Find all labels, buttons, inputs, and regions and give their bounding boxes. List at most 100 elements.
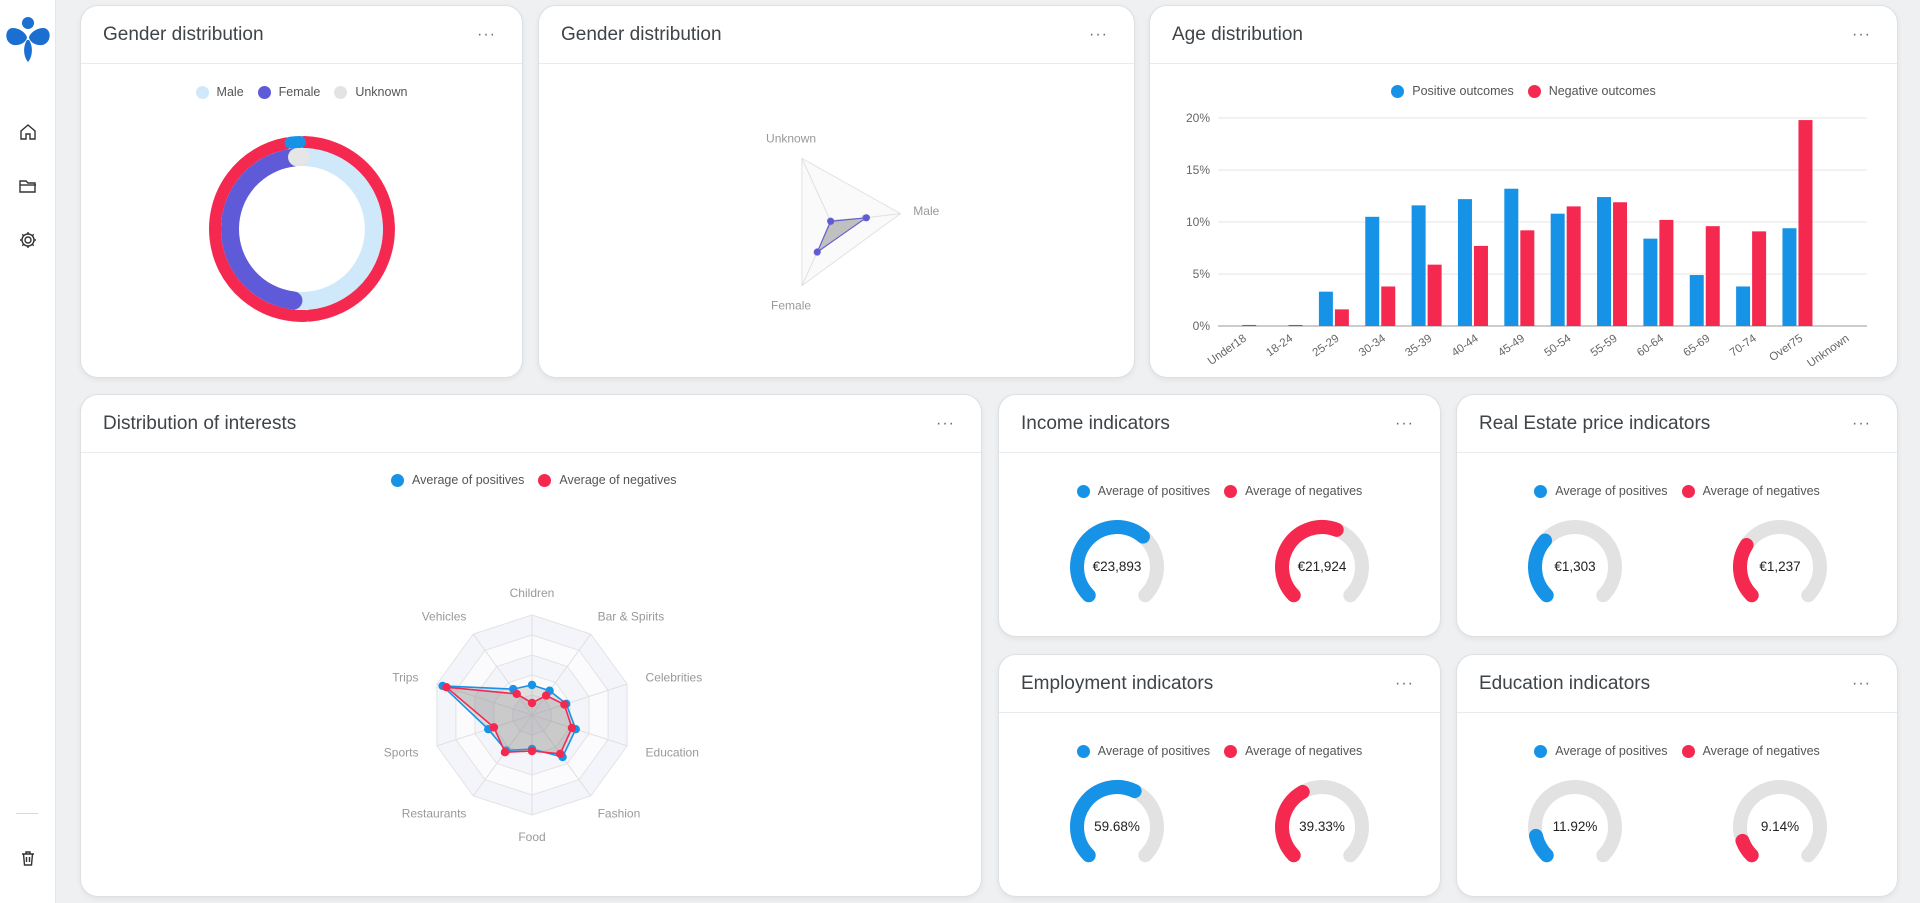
card-header: Real Estate price indicators ··· <box>1457 395 1897 453</box>
legend-label: Average of negatives <box>1702 484 1820 498</box>
radar-axis-label: Sports <box>384 746 419 760</box>
legend-item-positives[interactable]: Average of positives <box>1534 744 1668 758</box>
gauge-value: 11.92% <box>1552 819 1598 834</box>
legend-label: Average of positives <box>1097 744 1211 758</box>
radar-point <box>442 682 451 692</box>
legend-item-negative[interactable]: Negative outcomes <box>1527 84 1656 98</box>
interests-radar-chart: Children Bar & Spirits Celebrities Educatio… <box>384 586 702 844</box>
legend-item-unknown[interactable]: Unknown <box>334 85 407 99</box>
home-icon[interactable] <box>16 120 40 144</box>
radar-axis <box>472 633 533 716</box>
chart-legend: Average of positives Average of negative… <box>999 484 1440 498</box>
radar-point <box>527 698 537 708</box>
card-title: Real Estate price indicators <box>1479 412 1711 434</box>
gauge-value: €21,924 <box>1297 559 1347 574</box>
radar-point <box>827 217 835 225</box>
more-options-button[interactable]: ··· <box>1852 674 1871 692</box>
radar-axis-label: Vehicles <box>422 609 467 623</box>
education-card: Education indicators ··· Average of posi… <box>1456 654 1898 897</box>
bar-positive <box>1550 213 1565 326</box>
radar-point <box>541 691 551 700</box>
legend-label: Negative outcomes <box>1548 84 1656 98</box>
education-negatives-gauge <box>1733 780 1827 863</box>
legend-item-female[interactable]: Female <box>257 85 320 99</box>
legend-dot <box>195 85 209 99</box>
card-title: Gender distribution <box>103 23 264 45</box>
radar-axis <box>531 683 628 716</box>
legend-label: Male <box>216 85 244 99</box>
income-card: Income indicators ··· Average of positiv… <box>998 394 1441 637</box>
legend-item-negatives[interactable]: Average of negatives <box>1224 744 1362 758</box>
legend-label: Average of negatives <box>559 473 677 487</box>
x-tick-label: 45-49 <box>1496 333 1527 360</box>
more-options-button[interactable]: ··· <box>1852 25 1871 43</box>
bar-positive <box>1411 205 1426 326</box>
x-tick-label: 40-44 <box>1450 332 1481 359</box>
gauge-fill <box>1070 520 1150 603</box>
gender-donut-card: Gender distribution ··· Male Female Unkn… <box>80 5 523 378</box>
gauge-fill <box>1070 780 1142 863</box>
x-tick-label: 50-54 <box>1542 332 1573 359</box>
legend-item-positive[interactable]: Positive outcomes <box>1391 84 1514 98</box>
legend-dot <box>334 85 348 99</box>
gauge-value: €23,893 <box>1092 559 1142 574</box>
bar-negative <box>1473 245 1488 326</box>
gender-radar-card: Gender distribution ··· Male Unknown Femal… <box>538 5 1135 378</box>
x-tick-label: 55-59 <box>1589 333 1620 360</box>
y-tick-label: 5% <box>1193 267 1211 281</box>
card-header: Gender distribution ··· <box>81 6 522 64</box>
x-tick-label: 65-69 <box>1681 333 1712 360</box>
legend-item-negatives[interactable]: Average of negatives <box>1681 484 1820 498</box>
legend-item-negatives[interactable]: Average of negatives <box>1224 484 1362 498</box>
legend-label: Average of negatives <box>1245 744 1363 758</box>
radar-axis-label: Male <box>913 204 939 218</box>
card-header: Income indicators ··· <box>999 395 1440 453</box>
legend-item-negatives[interactable]: Average of negatives <box>538 473 677 487</box>
y-tick-label: 20% <box>1186 111 1210 125</box>
folder-icon[interactable] <box>16 174 40 198</box>
chart-legend: Average of positives Average of negative… <box>1457 484 1897 498</box>
age-bar-chart: 0% 5% 10% 15% 20% Under18 18-24 25-29 30-34 35-39… <box>1186 111 1867 370</box>
card-title: Distribution of interests <box>103 412 297 434</box>
income-negatives-gauge <box>1275 520 1369 603</box>
legend-dot <box>1681 744 1695 758</box>
legend-label: Unknown <box>355 85 408 99</box>
gauge-value: 59.68% <box>1094 819 1140 834</box>
more-options-button[interactable]: ··· <box>1089 25 1108 43</box>
sidebar-divider <box>16 813 38 814</box>
more-options-button[interactable]: ··· <box>1852 414 1871 432</box>
bar-negative <box>1381 286 1396 326</box>
more-options-button[interactable]: ··· <box>477 25 496 43</box>
more-options-button[interactable]: ··· <box>936 414 955 432</box>
gauge-fill <box>1735 833 1759 863</box>
trash-icon[interactable] <box>16 846 40 870</box>
legend-dot <box>1076 744 1090 758</box>
gauge-value: €1,303 <box>1554 559 1596 574</box>
radar-point <box>527 680 537 690</box>
app-logo[interactable] <box>3 14 53 66</box>
x-tick-label: 70-74 <box>1728 332 1759 359</box>
legend-dot <box>1391 84 1405 98</box>
legend-dot <box>1527 84 1541 98</box>
card-header: Employment indicators ··· <box>999 655 1440 713</box>
legend-dot <box>391 473 404 487</box>
legend-label: Average of negatives <box>1245 484 1363 498</box>
bar-positive <box>1643 238 1658 326</box>
x-tick-label: 25-29 <box>1311 333 1342 360</box>
chart-legend: Average of positives Average of negative… <box>1457 744 1897 758</box>
age-distribution-card: Age distribution ··· Positive outcomes N… <box>1149 5 1898 378</box>
legend-dot <box>1534 484 1548 498</box>
legend-item-negatives[interactable]: Average of negatives <box>1681 744 1820 758</box>
more-options-button[interactable]: ··· <box>1395 414 1414 432</box>
legend-item-positives[interactable]: Average of positives <box>1534 484 1668 498</box>
radar-axis-label: Restaurants <box>402 807 467 821</box>
radar-point <box>567 723 577 733</box>
legend-item-positives[interactable]: Average of positives <box>1076 744 1211 758</box>
legend-item-positives[interactable]: Average of positives <box>391 473 524 487</box>
legend-item-positives[interactable]: Average of positives <box>1076 484 1210 498</box>
sidebar <box>0 0 56 903</box>
gauge-fill <box>1733 538 1759 603</box>
gear-icon[interactable] <box>16 228 40 252</box>
more-options-button[interactable]: ··· <box>1395 674 1414 692</box>
legend-item-male[interactable]: Male <box>195 85 244 99</box>
